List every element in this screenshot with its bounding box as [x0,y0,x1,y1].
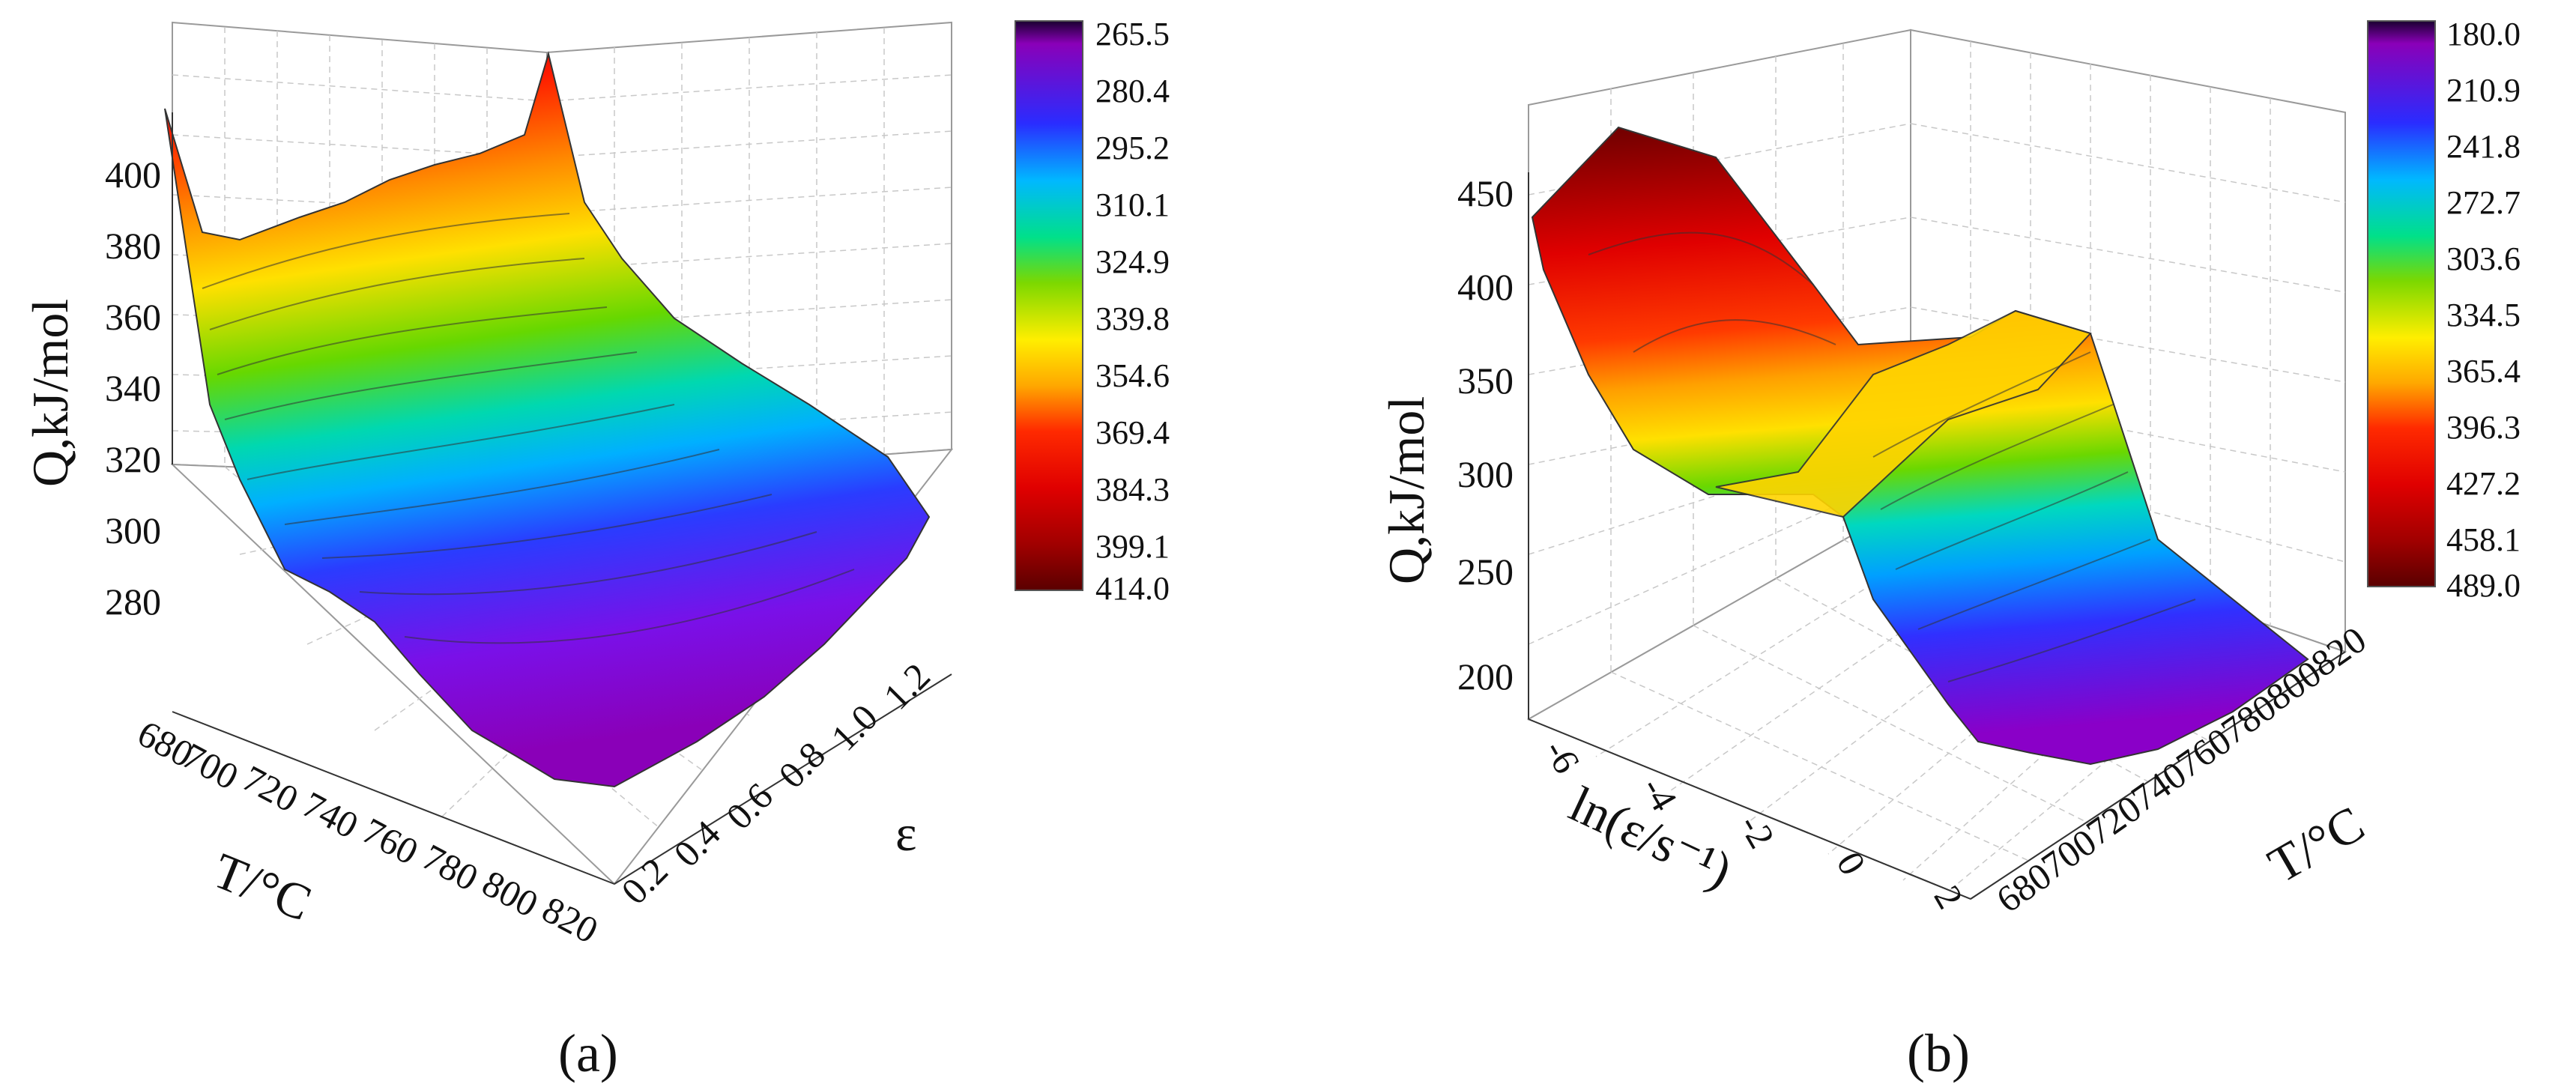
panel-a-colorbar: 265.5 280.4 295.2 310.1 324.9 339.8 354.… [1015,16,1170,607]
panel-b-z-tick: 450 [1457,172,1514,214]
panel-a-x-tick: 740 [296,783,366,847]
panel-a-colorbar-label: 399.1 [1095,528,1170,565]
panel-b-colorbar-label: 303.6 [2446,240,2521,277]
panel-a-y-label: ε [895,805,917,862]
panel-a-colorbar-bar [1015,20,1083,591]
panel-b-z-tick: 250 [1457,551,1514,593]
panel-a-z-tick: 380 [105,225,161,267]
panel-b-z-tick: 400 [1457,266,1514,308]
panel-b-surface-plateau [1715,309,2092,518]
panel-a-colorbar-label: 354.6 [1095,357,1170,394]
panel-a-label: (a) [558,1023,618,1083]
panel-a-colorbar-label: 295.2 [1095,130,1170,166]
panel-b-colorbar-bar [2367,20,2436,587]
panel-a-surface-body [164,51,931,788]
panel-a-colorbar-label: 414.0 [1095,570,1170,607]
panel-b-z-label: Q,kJ/mol [1378,396,1435,584]
panel-a-y-tick: 0.4 [665,812,728,875]
panel-a-colorbar-label: 280.4 [1095,73,1170,109]
panel-b-surface [1531,126,2309,766]
panel-b-z-axis: 450 400 350 300 250 200 [1457,172,1529,719]
panel-b-z-tick: 350 [1457,360,1514,402]
panel-a-colorbar-label: 339.8 [1095,300,1170,337]
panel-b-colorbar-label: 272.7 [2446,184,2521,221]
panel-a-surface [164,51,931,788]
panel-a-x-tick: 800 [476,862,545,925]
panel-a-z-tick: 360 [105,296,161,338]
panel-a-x-tick: 720 [236,757,306,820]
panel-b-colorbar-label: 489.0 [2446,567,2521,604]
panel-a-colorbar-label: 324.9 [1095,243,1170,280]
panel-a-colorbar-label: 384.3 [1095,471,1170,508]
panel-b-colorbar-label: 334.5 [2446,297,2521,333]
panel-b-colorbar-label: 396.3 [2446,409,2521,446]
panel-a-z-axis: 400 380 360 340 320 300 280 [105,112,173,623]
panel-b-colorbar-label: 210.9 [2446,72,2521,109]
panel-b-colorbar: 180.0 210.9 241.8 272.7 303.6 334.5 365.… [2367,16,2521,604]
panel-a-z-label: Q,kJ/mol [22,299,79,487]
panel-b-label: (b) [1907,1023,1970,1083]
panel-a-x-label: T/°C [205,841,319,931]
panel-a-y-tick: 1.2 [875,655,938,718]
panel-a-z-tick: 320 [105,438,161,480]
panel-a-colorbar-label: 265.5 [1095,16,1170,52]
panel-b-z-tick: 200 [1457,655,1514,697]
panel-b-y-label: T/°C [2259,795,2374,894]
panel-a-colorbar-label: 369.4 [1095,414,1170,451]
panel-b-colorbar-label: 180.0 [2446,16,2521,52]
panel-b-colorbar-label: 241.8 [2446,128,2521,165]
panel-a-y-tick: 0.8 [770,733,833,796]
panel-a-z-tick: 340 [105,367,161,409]
panel-a-z-tick: 280 [105,581,161,623]
panel-a-x-tick: 760 [356,809,426,873]
panel-a-colorbar-label: 310.1 [1095,187,1170,223]
panel-a-x-tick: 780 [416,835,486,899]
panel-a-z-tick: 300 [105,509,161,551]
panel-a-z-tick: 400 [105,154,161,196]
panel-b-colorbar-label: 458.1 [2446,521,2521,558]
panel-b-z-tick: 300 [1457,453,1514,495]
panel-a-x-tick: 820 [536,888,605,951]
panel-a: 400 380 360 340 320 300 280 Q,kJ/mol 680… [22,16,1170,1083]
panel-b-colorbar-label: 427.2 [2446,465,2521,502]
panel-b-colorbar-label: 365.4 [2446,353,2521,390]
panel-a-y-tick: 0.6 [718,775,781,838]
panel-b: 450 400 350 300 250 200 Q,kJ/mol -6 -4 -… [1378,16,2521,1083]
